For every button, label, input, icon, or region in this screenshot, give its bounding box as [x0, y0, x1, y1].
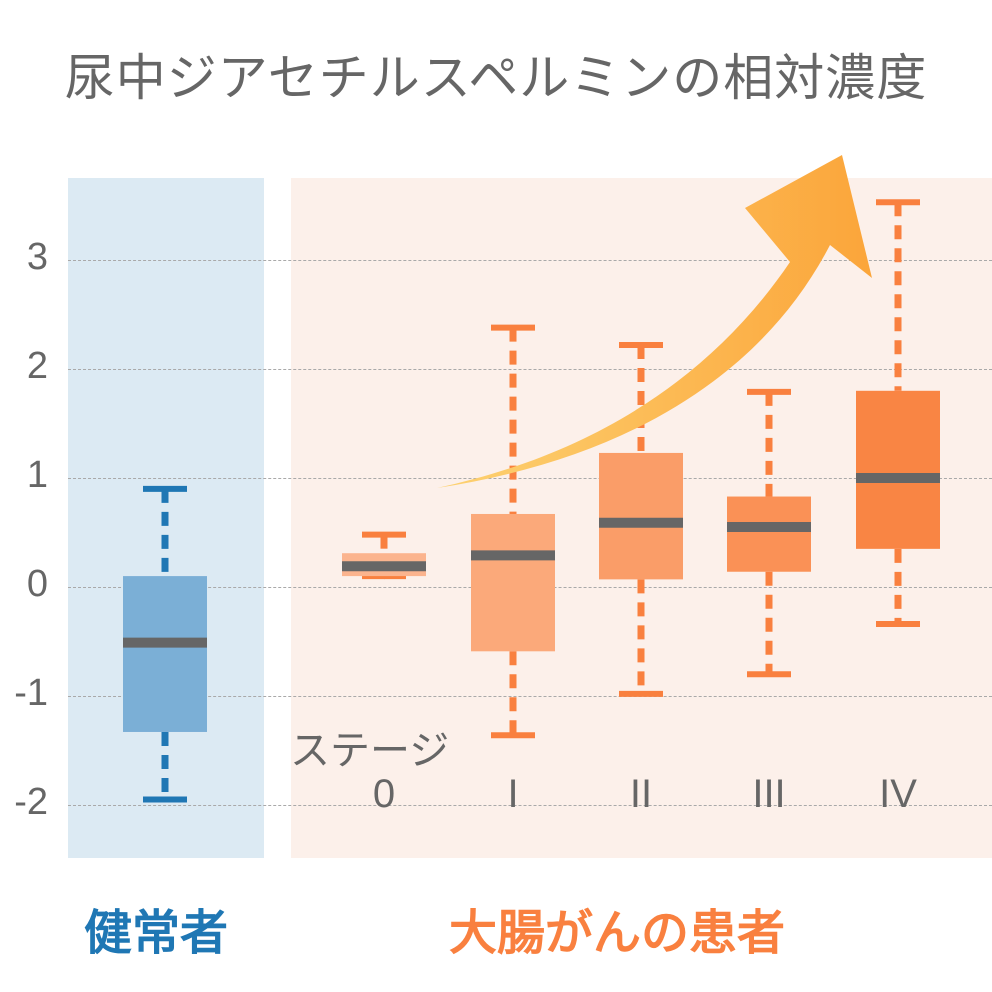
y-tick-label: -1	[14, 672, 48, 714]
box	[599, 452, 683, 580]
y-tick-label: 0	[26, 563, 48, 605]
box	[856, 390, 940, 549]
y-tick-label: -2	[14, 781, 48, 823]
gridline	[68, 696, 992, 697]
stage-label: I	[507, 772, 519, 816]
gridline	[68, 478, 992, 479]
box	[471, 513, 555, 652]
y-tick-label: 2	[26, 345, 48, 387]
y-tick-label: 1	[26, 454, 48, 496]
chart-title: 尿中ジアセチルスペルミンの相対濃度	[64, 49, 928, 107]
stage-label: III	[752, 772, 786, 816]
patients-group-label: 大腸がんの患者	[449, 905, 786, 961]
gridline	[68, 369, 992, 370]
healthy-group-label: 健常者	[84, 905, 229, 961]
gridline	[68, 260, 992, 261]
trend-arrow-icon	[437, 155, 872, 488]
stage-label: 0	[372, 772, 396, 816]
stage-label: II	[629, 772, 653, 816]
stage-axis-title: ステージ	[290, 729, 450, 773]
stage-label: IV	[879, 772, 917, 816]
gridline	[68, 805, 992, 806]
box	[123, 576, 207, 732]
box	[727, 496, 811, 572]
y-tick-label: 3	[26, 236, 48, 278]
